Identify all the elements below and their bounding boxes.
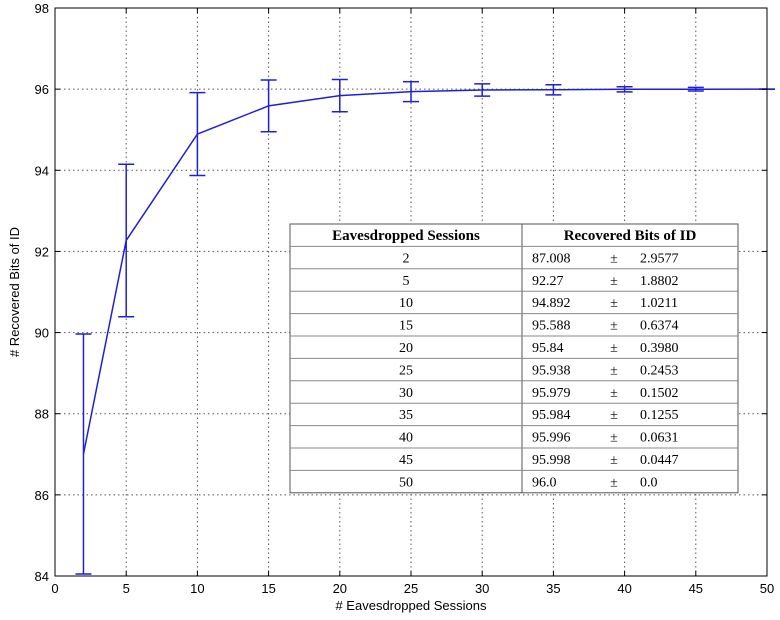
error-bar — [260, 79, 277, 133]
x-axis-title: # Eavesdropped Sessions — [335, 598, 487, 613]
x-tick-label: 0 — [51, 581, 58, 596]
table-cell-sessions: 30 — [399, 386, 413, 401]
table-cell-mean: 95.996 — [532, 431, 571, 446]
table-cell-mean: 95.938 — [532, 363, 571, 378]
table-cell-error: 0.6374 — [640, 319, 679, 334]
table-cell-error: 0.2453 — [640, 363, 679, 378]
table-cell-mean: 96.0 — [532, 475, 557, 490]
x-tick-label: 30 — [475, 581, 489, 596]
table-cell-sessions: 15 — [399, 319, 413, 334]
y-tick-label: 92 — [35, 244, 49, 259]
y-tick-label: 96 — [35, 82, 49, 97]
table-cell-pm: ± — [610, 319, 618, 334]
table-cell-sessions: 2 — [403, 251, 410, 266]
table-cell-error: 2.9577 — [640, 251, 679, 266]
y-tick-label: 86 — [35, 488, 49, 503]
table-cell-pm: ± — [610, 341, 618, 356]
table-cell-error: 0.1255 — [640, 408, 679, 423]
error-bar — [616, 85, 633, 93]
y-tick-label: 98 — [35, 1, 49, 16]
table-cell-error: 0.0447 — [640, 453, 679, 468]
table-cell-pm: ± — [610, 408, 618, 423]
table-cell-mean: 95.84 — [532, 341, 564, 356]
table-cell-error: 1.0211 — [640, 296, 678, 311]
y-tick-label: 90 — [35, 326, 49, 341]
error-bar — [474, 83, 491, 97]
table-cell-pm: ± — [610, 475, 618, 490]
table-header-sessions: Eavesdropped Sessions — [332, 228, 480, 244]
y-tick-label: 88 — [35, 407, 49, 422]
table-cell-mean: 95.588 — [532, 319, 571, 334]
error-bar — [687, 86, 704, 92]
error-bar — [189, 91, 206, 177]
table-cell-error: 0.0 — [640, 475, 658, 490]
x-tick-label: 10 — [190, 581, 204, 596]
x-tick-label: 40 — [617, 581, 631, 596]
table-cell-sessions: 25 — [399, 363, 413, 378]
table-cell-sessions: 10 — [399, 296, 413, 311]
table-cell-pm: ± — [610, 386, 618, 401]
error-bar — [118, 163, 135, 318]
table-cell-error: 0.0631 — [640, 431, 679, 446]
x-tick-label: 25 — [404, 581, 418, 596]
x-tick-label: 50 — [760, 581, 774, 596]
table-cell-pm: ± — [610, 296, 618, 311]
series-layer — [75, 78, 775, 575]
table-cell-mean: 94.892 — [532, 296, 571, 311]
table-cell-mean: 87.008 — [532, 251, 571, 266]
x-tick-label: 20 — [333, 581, 347, 596]
table-header-bits: Recovered Bits of ID — [564, 228, 697, 244]
error-bar — [403, 80, 419, 103]
table-cell-pm: ± — [610, 274, 618, 289]
error-bar — [331, 78, 348, 113]
table-cell-sessions: 40 — [399, 431, 413, 446]
x-tick-label: 45 — [689, 581, 703, 596]
y-tick-label: 84 — [35, 569, 49, 584]
table-cell-error: 1.8802 — [640, 274, 679, 289]
table-cell-mean: 92.27 — [532, 274, 564, 289]
table-cell-mean: 95.979 — [532, 386, 571, 401]
table-cell-error: 0.3980 — [640, 341, 679, 356]
table-cell-sessions: 20 — [399, 341, 413, 356]
error-bar — [75, 333, 92, 575]
table-cell-pm: ± — [610, 453, 618, 468]
y-axis-title: # Recovered Bits of ID — [7, 227, 22, 357]
data-table: Eavesdropped Sessions Recovered Bits of I… — [289, 223, 739, 494]
table-cell-mean: 95.998 — [532, 453, 571, 468]
table-cell-pm: ± — [610, 363, 618, 378]
table-cell-pm: ± — [610, 251, 618, 266]
y-tick-label: 94 — [35, 163, 49, 178]
x-tick-label: 5 — [123, 581, 130, 596]
x-tick-label: 35 — [546, 581, 560, 596]
table-cell-sessions: 50 — [399, 475, 413, 490]
error-bar — [545, 83, 562, 96]
table-cell-pm: ± — [610, 431, 618, 446]
table-cell-sessions: 45 — [399, 453, 413, 468]
table-cell-sessions: 35 — [399, 408, 413, 423]
table-cell-error: 0.1502 — [640, 386, 679, 401]
table-cell-sessions: 5 — [403, 274, 410, 289]
x-tick-label: 15 — [261, 581, 275, 596]
table-cell-mean: 95.984 — [532, 408, 571, 423]
